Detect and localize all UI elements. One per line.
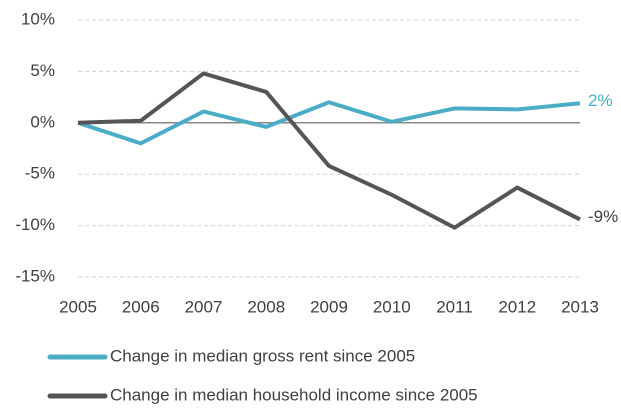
y-tick-label: -5%	[25, 164, 55, 183]
x-tick-label: 2005	[59, 297, 97, 316]
y-tick-label: -15%	[15, 266, 55, 285]
x-tick-label: 2010	[373, 297, 411, 316]
x-tick-label: 2006	[122, 297, 160, 316]
x-tick-label: 2012	[498, 297, 536, 316]
x-tick-label: 2009	[310, 297, 348, 316]
series-line	[77, 71, 581, 230]
x-tick-label: 2013	[561, 297, 599, 316]
series-line	[77, 100, 581, 146]
y-tick-label: -10%	[15, 215, 55, 234]
x-tick-label: 2011	[436, 297, 473, 316]
data-label: -9%	[588, 207, 618, 226]
y-tick-label: 0%	[30, 112, 55, 131]
data-label: 2%	[588, 91, 613, 110]
legend-label: Change in median gross rent since 2005	[110, 346, 415, 365]
y-tick-label: 5%	[30, 61, 55, 80]
legend-label: Change in median household income since …	[110, 385, 478, 404]
y-tick-label: 10%	[21, 9, 55, 28]
x-tick-label: 2007	[185, 297, 223, 316]
x-tick-label: 2008	[247, 297, 285, 316]
